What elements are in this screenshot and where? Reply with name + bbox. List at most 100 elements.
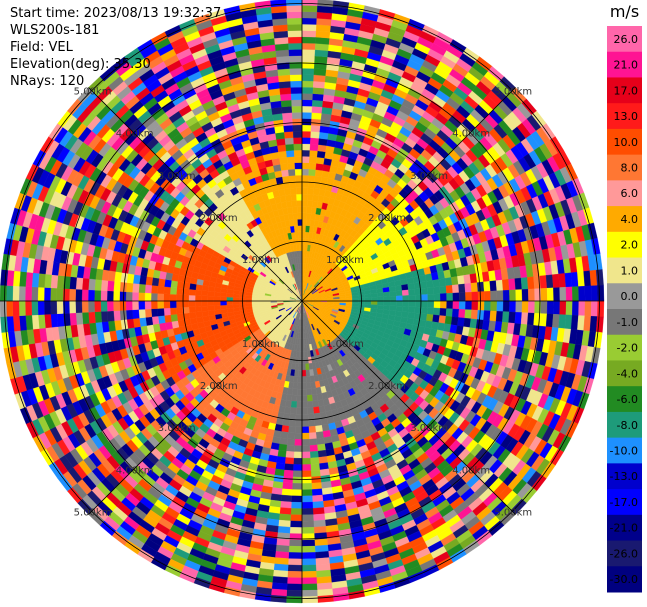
ppi-gate (433, 293, 441, 302)
ppi-gate (301, 130, 312, 138)
ppi-gate (301, 483, 313, 490)
ppi-gate (419, 281, 428, 289)
ppi-gate (408, 288, 416, 296)
ppi-gate (125, 309, 134, 320)
ppi-gate (311, 482, 322, 490)
ppi-gate (188, 294, 196, 302)
ppi-gate (301, 168, 310, 176)
ppi-gate (408, 300, 416, 308)
ppi-gate (288, 552, 303, 560)
ppi-gate (502, 300, 510, 313)
ppi-gate (273, 563, 289, 572)
ppi-gate (279, 507, 292, 515)
ppi-gate (420, 307, 428, 315)
ppi-gate (151, 285, 159, 294)
ppi-gate (377, 300, 384, 306)
ppi-gate (278, 519, 291, 528)
ppi-gate (278, 513, 291, 522)
ppi-gate (301, 527, 315, 534)
ppi-gate (296, 388, 303, 396)
ppi-gate (289, 539, 303, 547)
ppi-gate (438, 278, 447, 287)
ppi-gate (301, 162, 310, 170)
ppi-gate (292, 470, 303, 478)
ppi-gate (280, 494, 292, 503)
ppi-gate (293, 451, 303, 459)
ppi-gate (521, 300, 529, 314)
ppi-gate (301, 596, 318, 604)
ppi-gate (317, 449, 327, 458)
ppi-gate (484, 290, 491, 302)
ppi-gate (396, 300, 403, 307)
ppi-gate (75, 300, 83, 314)
ppi-gate (274, 551, 289, 559)
ppi-gate (56, 275, 65, 289)
ppi-gate (139, 275, 147, 285)
ppi-gate (69, 288, 76, 302)
ppi-gate (309, 451, 319, 459)
ppi-gate (138, 292, 146, 302)
ppi-gate (169, 300, 177, 309)
ppi-gate (201, 305, 209, 312)
ppi-gate (286, 596, 303, 604)
ppi-gate (87, 300, 95, 313)
ppi-gate (283, 469, 294, 478)
ppi-gate (276, 538, 290, 547)
ppi-gate (471, 300, 479, 311)
ppi-gate (188, 288, 196, 296)
ppi-gate (151, 277, 160, 287)
ppi-gate (163, 286, 171, 295)
ppi-gate (88, 278, 96, 291)
ppi-gate (44, 273, 52, 288)
ppi-gate (317, 399, 325, 407)
ppi-gate (315, 557, 330, 566)
ppi-gate (308, 419, 316, 427)
ppi-gate (176, 300, 183, 308)
ppi-gate (445, 308, 453, 317)
ppi-gate (307, 407, 315, 415)
ppi-gate (559, 287, 567, 302)
ppi-gate (407, 312, 415, 319)
ppi-gate (188, 300, 196, 308)
ppi-gate (311, 488, 323, 496)
ppi-gate (301, 206, 308, 214)
ppi-gate (584, 285, 592, 302)
ppi-gate (307, 187, 315, 195)
ppi-gate (25, 300, 32, 316)
ppi-gate (309, 143, 319, 151)
ppi-gate (94, 279, 102, 291)
ppi-gate (301, 369, 307, 377)
ppi-gate (176, 281, 185, 289)
ppi-gate (288, 419, 296, 427)
ppi-gate (490, 300, 498, 312)
ppi-gate (301, 476, 312, 484)
ppi-gate (301, 539, 315, 547)
ppi-gate (515, 289, 523, 302)
ppi-gate (207, 310, 216, 316)
ppi-gate (370, 296, 378, 302)
ppi-gate (464, 283, 472, 293)
ppi-gate (352, 300, 359, 305)
ppi-gate (313, 513, 326, 522)
ppi-gate (50, 287, 58, 302)
ppi-gate (305, 369, 311, 377)
ppi-gate (12, 285, 20, 302)
ppi-gate (301, 489, 313, 497)
ppi-gate (226, 300, 234, 306)
ppi-gate (432, 314, 440, 323)
ppi-gate (553, 287, 561, 302)
ppi-gate (308, 175, 316, 183)
ppi-gate (308, 425, 316, 434)
ppi-gate (245, 297, 252, 302)
ppi-gate (220, 304, 228, 310)
ppi-gate (364, 300, 372, 305)
ppi-gate (464, 309, 472, 319)
ppi-gate (189, 283, 197, 290)
ppi-gate (289, 520, 303, 528)
ppi-gate (552, 273, 560, 288)
ppi-gate (301, 17, 317, 25)
ppi-gate (301, 426, 310, 434)
ppi-gate (313, 80, 326, 89)
ppi-gate (6, 300, 14, 317)
ppi-gate (312, 400, 319, 408)
